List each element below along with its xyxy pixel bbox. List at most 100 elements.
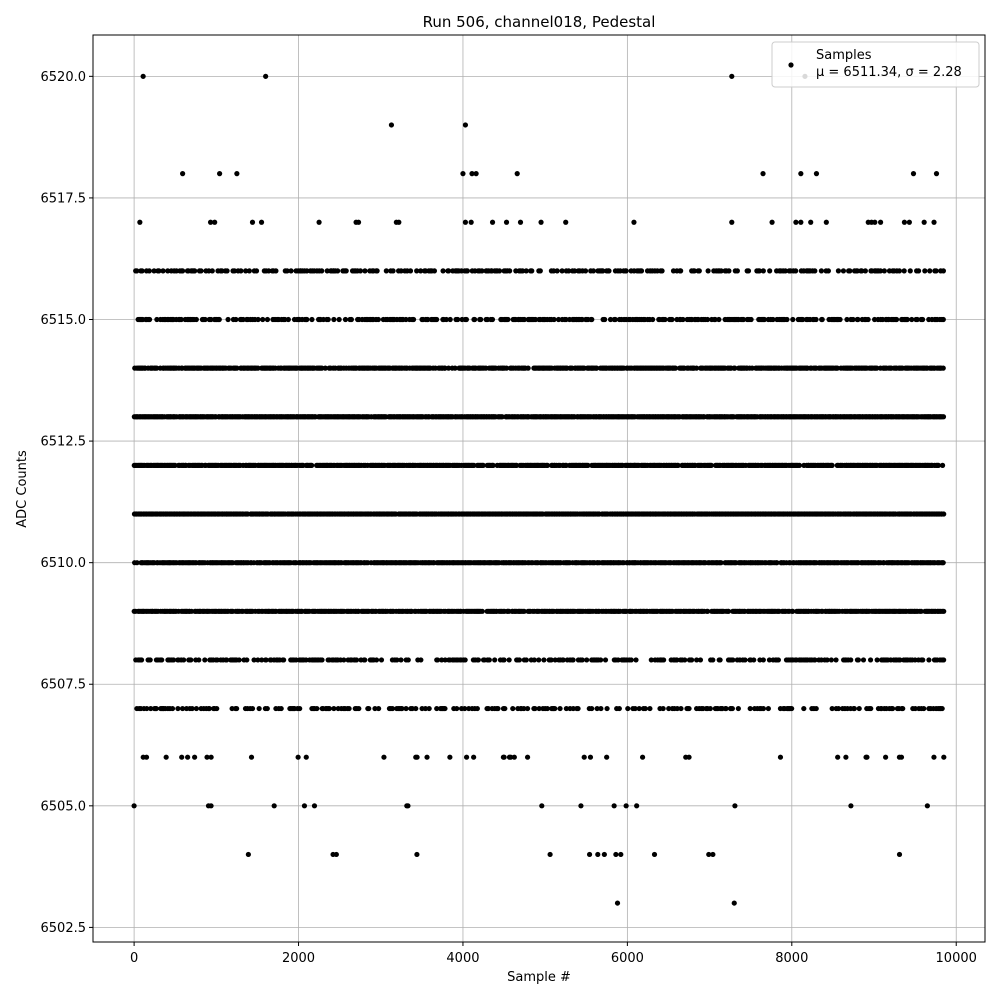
data-point	[589, 705, 595, 712]
data-point	[309, 316, 315, 323]
data-point	[933, 268, 939, 274]
data-point	[511, 754, 517, 760]
data-point	[234, 171, 240, 177]
data-point	[548, 657, 554, 663]
data-point	[413, 705, 419, 712]
data-point	[264, 705, 270, 712]
data-point	[146, 268, 152, 274]
data-point	[301, 803, 308, 809]
data-point	[209, 268, 215, 274]
data-point	[552, 705, 558, 712]
data-point	[796, 462, 803, 468]
data-point	[204, 754, 210, 760]
data-point	[623, 803, 629, 809]
data-point	[560, 657, 566, 663]
data-point	[489, 219, 496, 225]
data-point	[468, 219, 474, 225]
data-point	[144, 705, 150, 712]
data-point	[445, 268, 452, 274]
data-point	[927, 268, 933, 274]
y-tick-label: 6517.5	[41, 191, 87, 206]
data-point	[193, 705, 200, 712]
data-point	[224, 657, 230, 663]
data-point	[862, 268, 868, 274]
data-point	[940, 414, 947, 420]
data-point	[877, 268, 884, 274]
data-point	[502, 705, 508, 712]
data-point	[694, 657, 700, 663]
data-point	[322, 365, 328, 371]
data-point	[374, 268, 380, 274]
data-point	[578, 803, 584, 809]
data-point	[434, 705, 440, 712]
y-tick-label: 6515.0	[41, 313, 87, 328]
data-point	[454, 705, 460, 712]
data-point	[452, 365, 458, 371]
data-point	[616, 705, 622, 712]
data-point	[510, 705, 516, 712]
data-point	[600, 268, 606, 274]
data-point	[618, 851, 624, 858]
x-tick-label: 2000	[282, 951, 315, 966]
data-point	[920, 316, 926, 323]
data-point	[706, 851, 712, 858]
data-point	[914, 316, 920, 323]
data-point	[139, 268, 145, 274]
data-point	[865, 316, 871, 323]
y-axis-ticks: 6502.56505.06507.56510.06512.56515.06517…	[41, 70, 93, 936]
data-point	[249, 705, 256, 712]
data-point	[704, 316, 711, 323]
data-point	[389, 705, 396, 712]
data-point	[303, 754, 309, 760]
data-point	[611, 803, 617, 809]
data-point	[901, 268, 907, 274]
data-point	[196, 657, 202, 663]
data-point	[156, 268, 162, 274]
data-point	[756, 268, 763, 274]
data-point	[304, 316, 310, 323]
data-point	[729, 219, 735, 225]
data-point	[642, 705, 648, 712]
data-point	[447, 754, 453, 760]
data-point	[246, 268, 252, 274]
data-point	[478, 316, 484, 323]
data-point	[442, 657, 448, 663]
data-point	[326, 705, 332, 712]
data-point	[224, 268, 230, 274]
data-point	[343, 268, 349, 274]
data-point	[366, 705, 372, 712]
data-point	[901, 219, 908, 225]
data-point	[734, 268, 740, 274]
data-point	[193, 316, 199, 323]
chart-title: Run 506, channel018, Pedestal	[423, 13, 656, 31]
data-point	[586, 851, 593, 858]
data-point	[813, 171, 820, 177]
data-point	[396, 219, 402, 225]
data-point	[897, 657, 903, 663]
data-point	[414, 268, 420, 274]
data-point	[674, 657, 680, 663]
data-point	[414, 851, 420, 858]
data-point	[924, 803, 930, 809]
data-point	[798, 219, 804, 225]
legend-marker	[788, 62, 794, 68]
data-point	[761, 316, 768, 323]
data-point	[874, 657, 880, 663]
data-point	[463, 316, 470, 323]
y-axis-label: ADC Counts	[15, 450, 30, 528]
data-point	[601, 851, 607, 858]
data-point	[760, 657, 766, 663]
data-point	[921, 705, 927, 712]
data-point	[234, 365, 240, 371]
data-point	[594, 705, 600, 712]
data-point	[309, 462, 315, 468]
data-point	[590, 268, 597, 274]
data-point	[499, 414, 505, 420]
data-point	[256, 705, 262, 712]
data-point	[508, 754, 514, 760]
data-point	[442, 705, 448, 712]
data-point	[672, 365, 679, 371]
data-point	[170, 657, 177, 663]
data-point	[443, 316, 449, 323]
